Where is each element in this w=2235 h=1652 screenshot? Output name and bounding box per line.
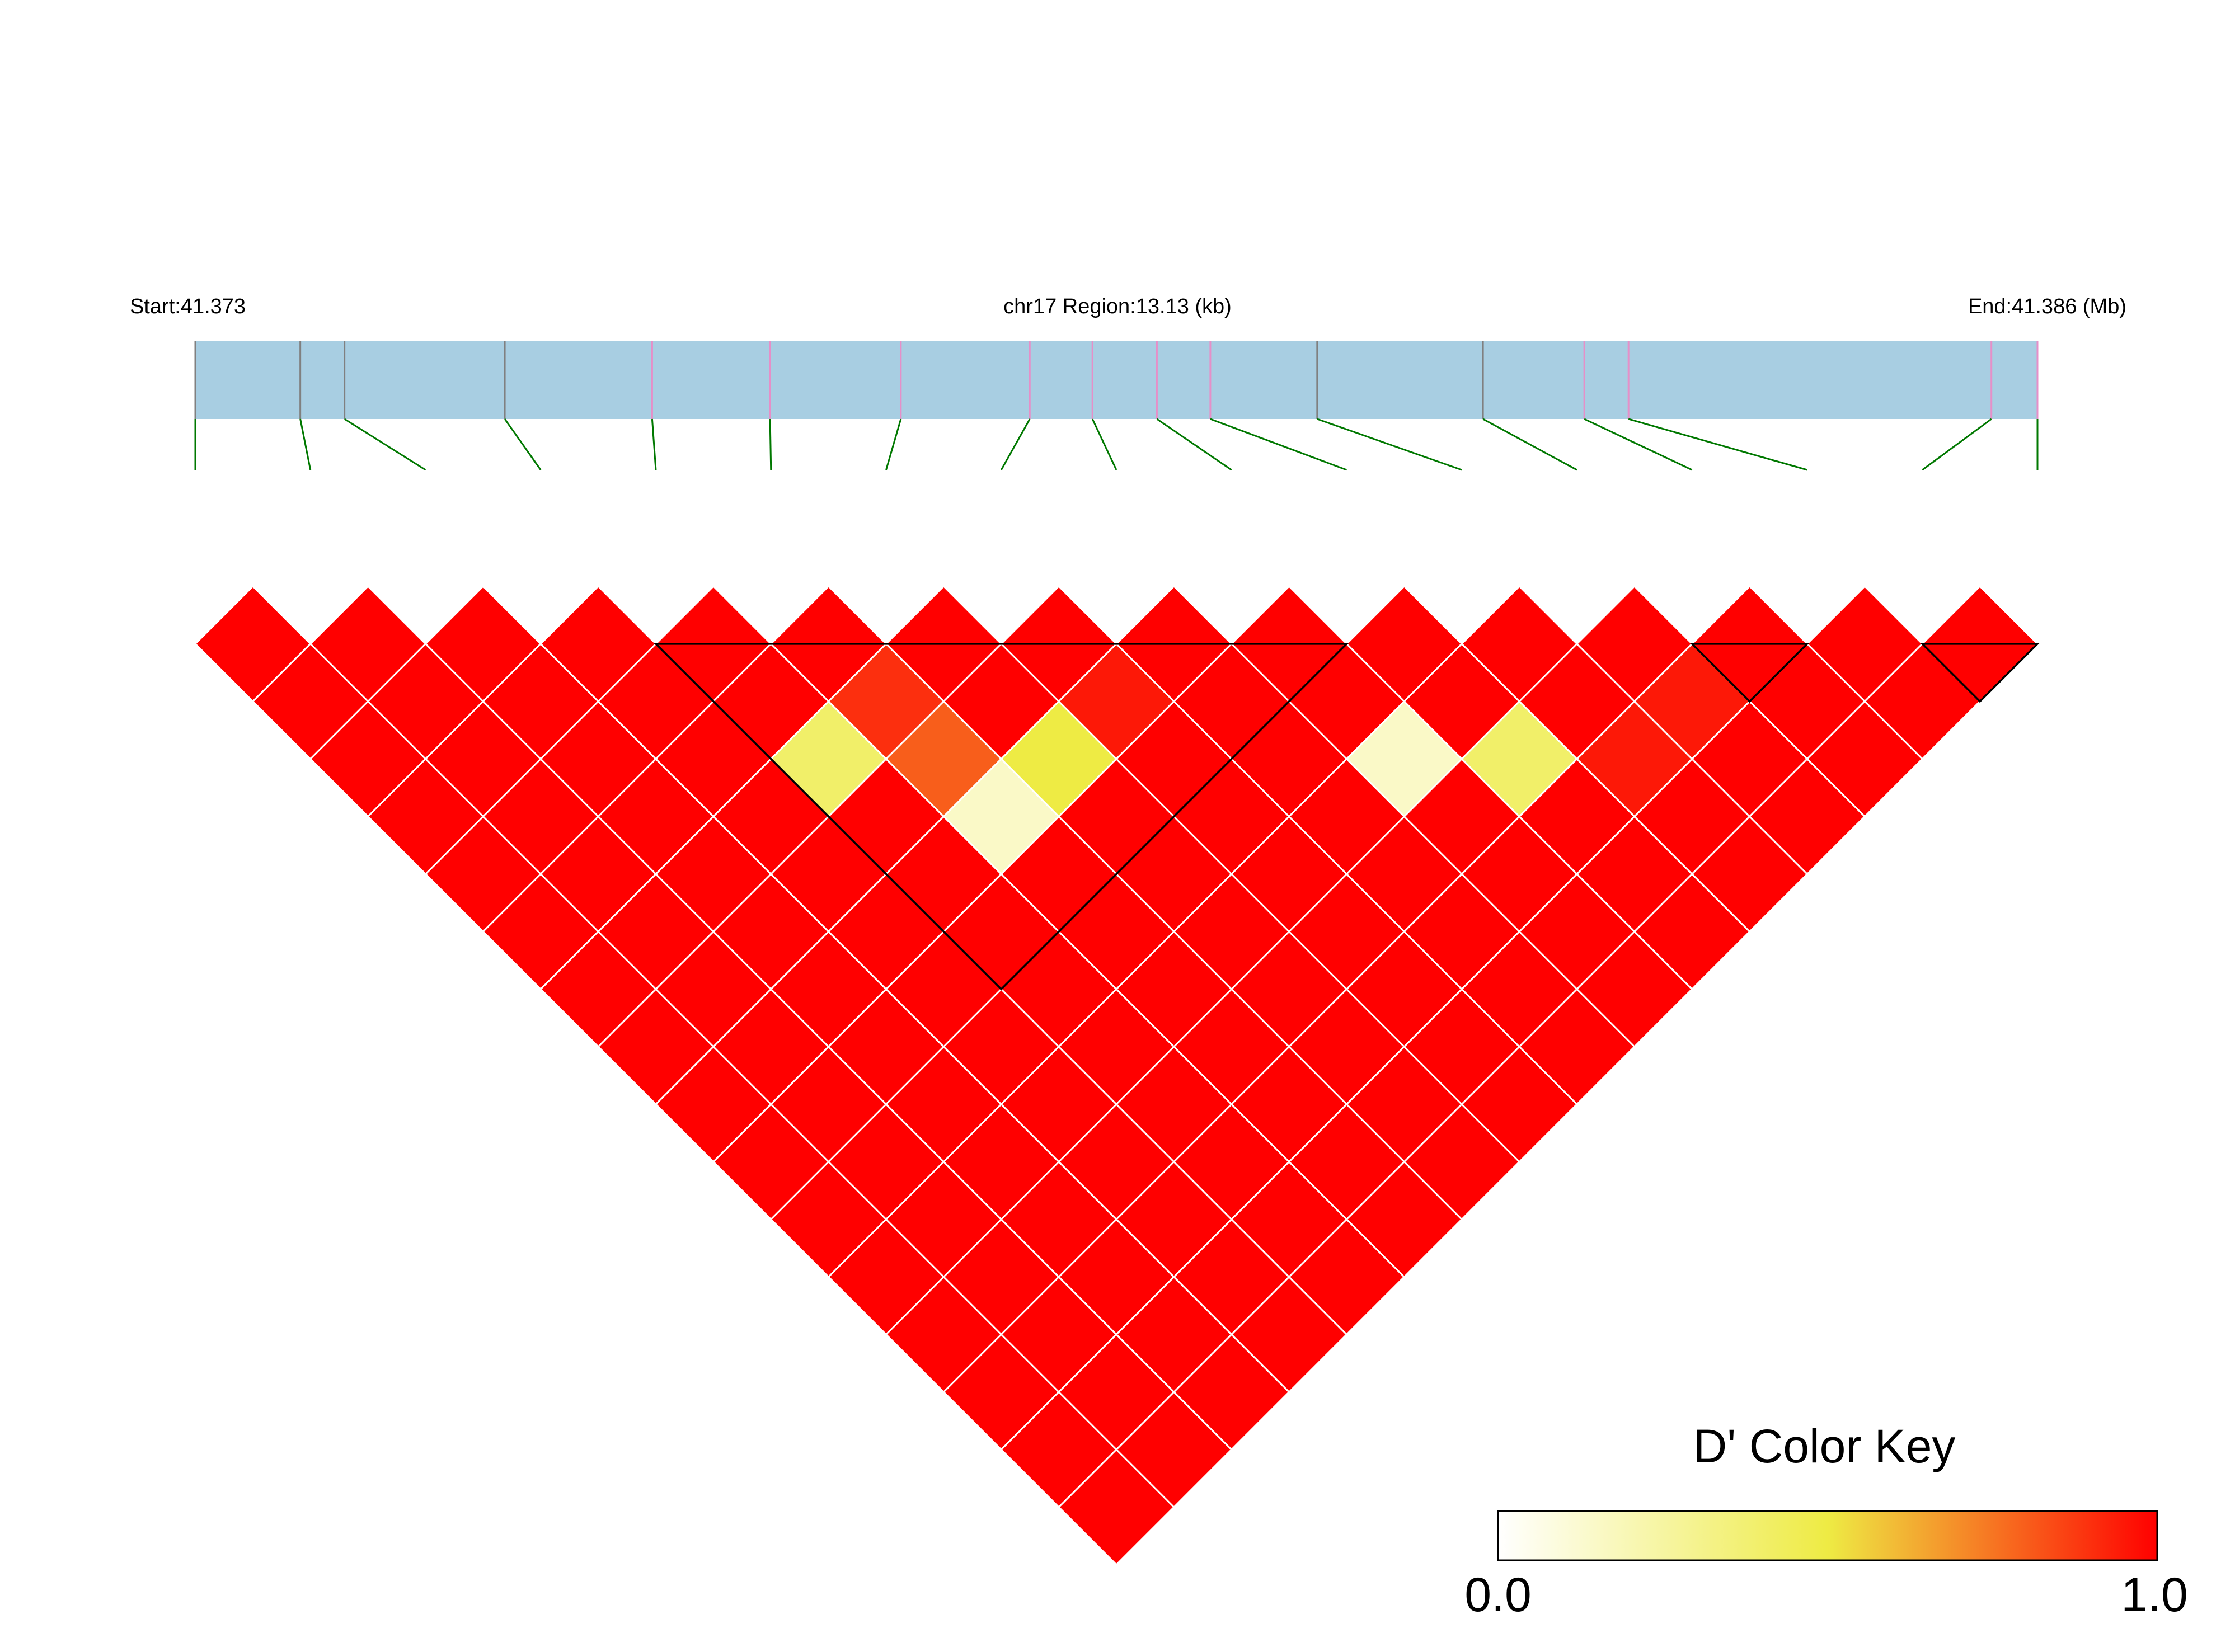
end-label: End:41.386 (Mb) (1968, 295, 2126, 318)
snp-connectors (194, 418, 2039, 471)
color-key-min-label: 0.0 (1464, 1568, 1532, 1622)
snp-connector (1628, 418, 1807, 471)
ld-cells (194, 585, 2039, 1566)
snp-connector (769, 418, 772, 470)
color-key-max-label: 1.0 (2121, 1568, 2188, 1622)
start-label: Start:41.373 (130, 295, 246, 318)
snp-connector (1156, 418, 1232, 471)
snp-connector (1584, 418, 1693, 471)
color-key-title: D' Color Key (1693, 1420, 1956, 1472)
haplotype-block-outline (1920, 643, 2040, 703)
haplotype-blocks (653, 643, 2040, 991)
snp-connector (1210, 418, 1347, 471)
snp-connector (1000, 418, 1031, 470)
snp-connector (1091, 418, 1118, 470)
snp-connector (1922, 418, 1992, 471)
snp-connector (885, 418, 902, 470)
snp-connector (651, 418, 657, 470)
snp-marks (194, 341, 2039, 419)
color-key-bar (1497, 1510, 2158, 1561)
chromosome-track (195, 341, 2037, 419)
region-label: chr17 Region:13.13 (kb) (1003, 295, 1232, 318)
snp-connector (299, 418, 312, 470)
snp-connector (1317, 418, 1462, 471)
snp-connector (344, 418, 426, 471)
snp-connector (504, 418, 542, 470)
snp-connector (1482, 418, 1577, 471)
haplotype-block-outline (653, 643, 1349, 991)
haplotype-block-outline (1689, 643, 1810, 703)
